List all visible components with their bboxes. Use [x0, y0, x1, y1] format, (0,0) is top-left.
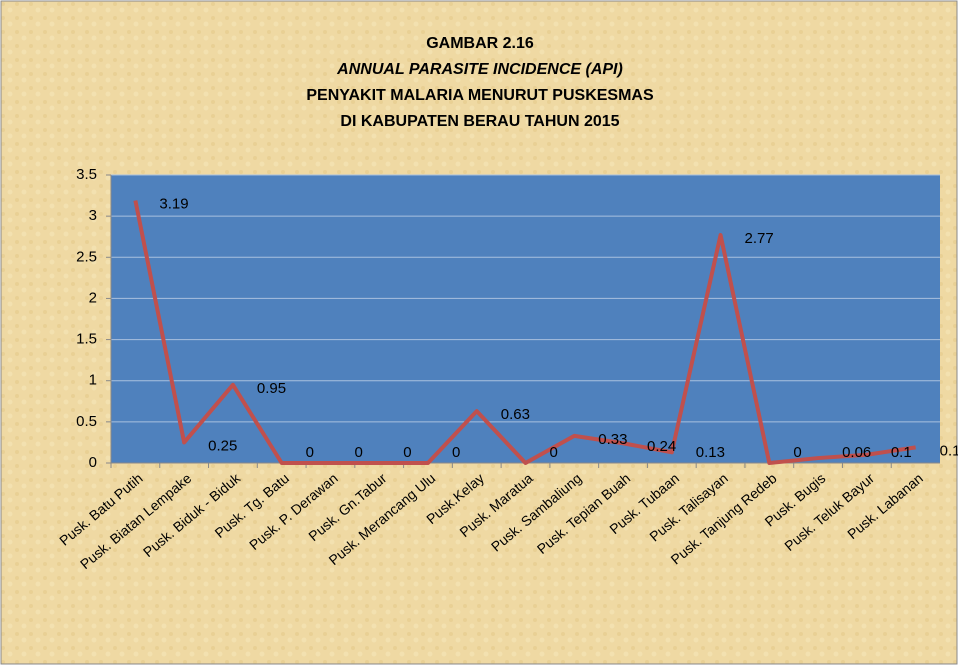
- chart-title: ANNUAL PARASITE INCIDENCE (API): [336, 61, 623, 78]
- chart-title: DI KABUPATEN BERAU TAHUN 2015: [340, 113, 619, 130]
- line: [133, 200, 916, 465]
- data-label: 2.77: [745, 230, 774, 247]
- data-label: 0.13: [696, 444, 725, 461]
- y-tick-label: 0: [89, 454, 97, 471]
- y-tick-label: 3: [89, 207, 97, 224]
- y-tick-label: 1.5: [76, 331, 97, 348]
- data-label: 0.1: [891, 444, 912, 461]
- data-label: 0.24: [647, 438, 676, 455]
- data-label: 0.95: [257, 380, 286, 397]
- data-label: 0.19: [940, 442, 958, 459]
- data-label: 0: [550, 444, 558, 461]
- y-tick-label: 3.5: [76, 166, 97, 183]
- data-label: 0.25: [208, 437, 237, 454]
- y-tick-label: 2.5: [76, 248, 97, 265]
- y-tick-label: 0.5: [76, 413, 97, 430]
- data-label: 0: [306, 444, 314, 461]
- chart-title: GAMBAR 2.16: [426, 35, 534, 52]
- plot-area: [111, 175, 940, 463]
- y-tick-label: 2: [89, 289, 97, 306]
- data-label: 0: [452, 444, 460, 461]
- data-label: 0.33: [598, 431, 627, 448]
- data-label: 0.06: [842, 444, 871, 461]
- data-label: 0.63: [501, 406, 530, 423]
- data-label: 0: [403, 444, 411, 461]
- data-label: 0: [354, 444, 362, 461]
- data-label: 0: [793, 444, 801, 461]
- chart-title: PENYAKIT MALARIA MENURUT PUSKESMAS: [306, 87, 654, 104]
- data-label: 3.19: [159, 195, 188, 212]
- y-tick-label: 1: [89, 372, 97, 389]
